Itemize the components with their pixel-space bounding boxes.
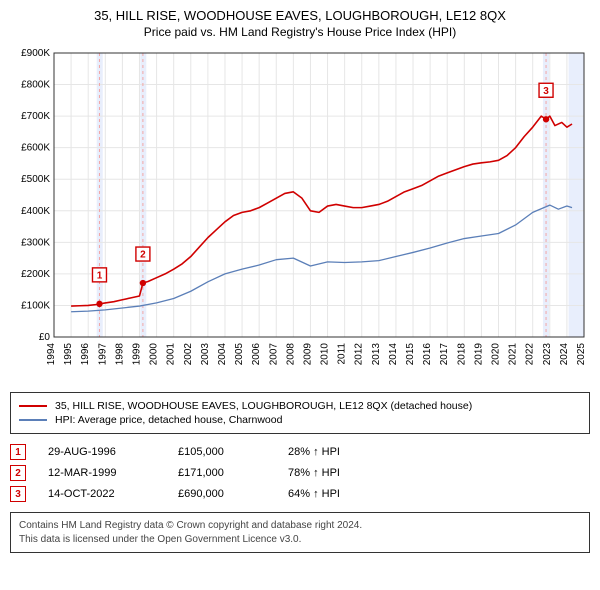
y-tick-label: £500K [21, 174, 50, 185]
y-tick-label: £800K [21, 80, 50, 91]
x-tick-label: 2008 [285, 343, 296, 366]
sale-dot [140, 280, 146, 286]
sale-pct: 64% ↑ HPI [288, 488, 398, 500]
x-tick-label: 2013 [371, 343, 382, 366]
x-tick-label: 1994 [46, 343, 57, 366]
x-tick-label: 2002 [183, 343, 194, 366]
legend-swatch [19, 405, 47, 407]
highlight-band [569, 53, 584, 337]
y-tick-label: £300K [21, 237, 50, 248]
sale-row: 1 29-AUG-1996£105,00028% ↑ HPI [10, 444, 590, 460]
sale-date: 14-OCT-2022 [48, 488, 178, 500]
x-tick-label: 1995 [63, 343, 74, 366]
legend-row: HPI: Average price, detached house, Char… [19, 414, 581, 426]
sale-row: 2 12-MAR-1999£171,00078% ↑ HPI [10, 465, 590, 481]
sale-price: £105,000 [178, 446, 288, 458]
y-tick-label: £400K [21, 206, 50, 217]
y-tick-label: £200K [21, 269, 50, 280]
sale-price: £690,000 [178, 488, 288, 500]
legend: 35, HILL RISE, WOODHOUSE EAVES, LOUGHBOR… [10, 392, 590, 434]
x-tick-label: 2025 [576, 343, 587, 366]
sale-marker-num: 1 [97, 270, 103, 281]
x-tick-label: 2020 [491, 343, 502, 366]
x-tick-label: 2011 [337, 343, 348, 365]
x-tick-label: 2015 [405, 343, 416, 366]
x-tick-label: 2006 [251, 343, 262, 366]
x-tick-label: 1997 [97, 343, 108, 366]
x-tick-label: 1999 [131, 343, 142, 366]
footer-line1: Contains HM Land Registry data © Crown c… [19, 519, 581, 533]
x-tick-label: 2021 [508, 343, 519, 366]
sale-marker-num: 3 [543, 86, 549, 97]
sale-pct: 28% ↑ HPI [288, 446, 398, 458]
footer-line2: This data is licensed under the Open Gov… [19, 533, 581, 547]
x-tick-label: 2024 [559, 343, 570, 366]
x-tick-label: 2017 [439, 343, 450, 366]
sale-dot [543, 116, 549, 122]
x-tick-label: 2009 [302, 343, 313, 366]
legend-label: HPI: Average price, detached house, Char… [55, 414, 282, 426]
sale-date: 29-AUG-1996 [48, 446, 178, 458]
footer-attribution: Contains HM Land Registry data © Crown c… [10, 512, 590, 553]
x-tick-label: 2000 [149, 343, 160, 366]
x-tick-label: 2016 [422, 343, 433, 366]
chart-container: 35, HILL RISE, WOODHOUSE EAVES, LOUGHBOR… [0, 0, 600, 563]
x-tick-label: 2018 [456, 343, 467, 366]
x-tick-label: 2001 [166, 343, 177, 366]
x-tick-label: 2005 [234, 343, 245, 366]
x-tick-label: 2019 [473, 343, 484, 366]
title-address: 35, HILL RISE, WOODHOUSE EAVES, LOUGHBOR… [10, 8, 590, 23]
x-tick-label: 1996 [80, 343, 91, 366]
x-tick-label: 2022 [525, 343, 536, 366]
x-tick-label: 2010 [320, 343, 331, 366]
legend-row: 35, HILL RISE, WOODHOUSE EAVES, LOUGHBOR… [19, 400, 581, 412]
y-tick-label: £0 [39, 332, 51, 343]
y-tick-label: £700K [21, 111, 50, 122]
sale-marker-num: 2 [140, 250, 146, 261]
sale-price: £171,000 [178, 467, 288, 479]
sale-row: 3 14-OCT-2022£690,00064% ↑ HPI [10, 486, 590, 502]
chart-svg: £0 £100K £200K £300K £400K £500K £600K £700K £80… [10, 47, 590, 377]
sales-table: 1 29-AUG-1996£105,00028% ↑ HPI 2 12-MAR-199… [10, 444, 590, 502]
title-block: 35, HILL RISE, WOODHOUSE EAVES, LOUGHBOR… [10, 8, 590, 39]
x-tick-label: 2014 [388, 343, 399, 366]
y-tick-label: £100K [21, 300, 50, 311]
x-tick-label: 2012 [354, 343, 365, 366]
sale-pct: 78% ↑ HPI [288, 467, 398, 479]
legend-swatch [19, 419, 47, 421]
x-tick-label: 2023 [542, 343, 553, 366]
y-tick-label: £900K [21, 48, 50, 59]
sale-date: 12-MAR-1999 [48, 467, 178, 479]
x-tick-label: 2007 [268, 343, 279, 366]
sale-marker-ref: 3 [10, 486, 26, 502]
y-tick-label: £600K [21, 143, 50, 154]
x-tick-label: 2004 [217, 343, 228, 366]
title-subtitle: Price paid vs. HM Land Registry's House … [10, 25, 590, 39]
sale-marker-ref: 1 [10, 444, 26, 460]
x-tick-label: 2003 [200, 343, 211, 366]
legend-label: 35, HILL RISE, WOODHOUSE EAVES, LOUGHBOR… [55, 400, 472, 412]
chart: £0 £100K £200K £300K £400K £500K £600K £700K £80… [10, 47, 590, 382]
sale-marker-ref: 2 [10, 465, 26, 481]
x-tick-label: 1998 [114, 343, 125, 366]
sale-dot [96, 301, 102, 307]
